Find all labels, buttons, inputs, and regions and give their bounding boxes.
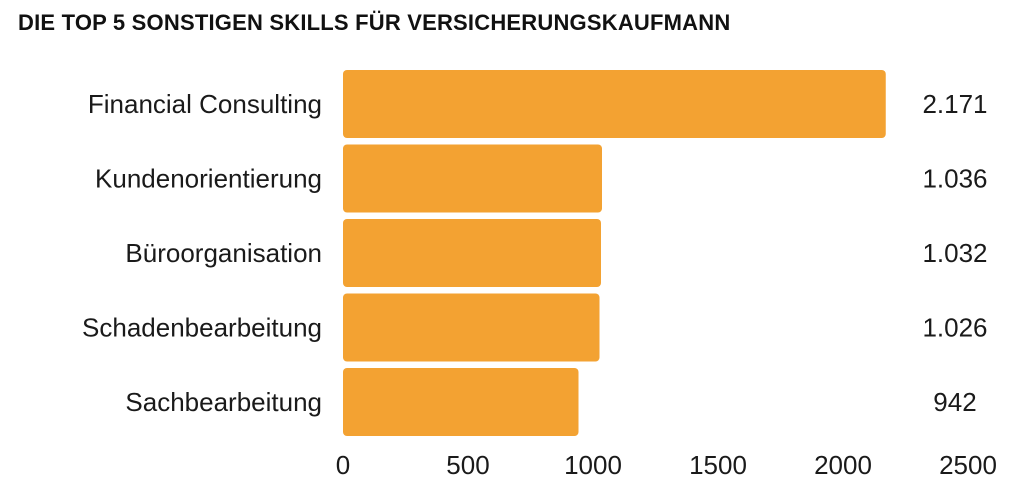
value-label: 942 [933, 387, 976, 417]
value-label: 1.032 [922, 238, 987, 268]
bar [343, 368, 579, 436]
chart-title: DIE TOP 5 SONSTIGEN SKILLS FÜR VERSICHER… [18, 10, 731, 35]
category-label: Financial Consulting [88, 89, 322, 119]
category-label: Büroorganisation [125, 238, 322, 268]
category-label: Kundenorientierung [95, 164, 322, 194]
x-tick-label: 1500 [689, 450, 747, 480]
x-tick-label: 0 [336, 450, 350, 480]
x-tick-label: 2500 [939, 450, 997, 480]
category-label: Schadenbearbeitung [82, 313, 322, 343]
value-label: 1.036 [922, 164, 987, 194]
x-tick-label: 500 [446, 450, 489, 480]
bar [343, 219, 601, 287]
bar [343, 293, 600, 362]
x-tick-label: 1000 [564, 450, 622, 480]
value-label: 2.171 [922, 89, 987, 119]
category-label: Sachbearbeitung [125, 387, 322, 417]
bar [343, 70, 886, 138]
x-tick-label: 2000 [814, 450, 872, 480]
bar [343, 144, 602, 213]
value-label: 1.026 [922, 313, 987, 343]
